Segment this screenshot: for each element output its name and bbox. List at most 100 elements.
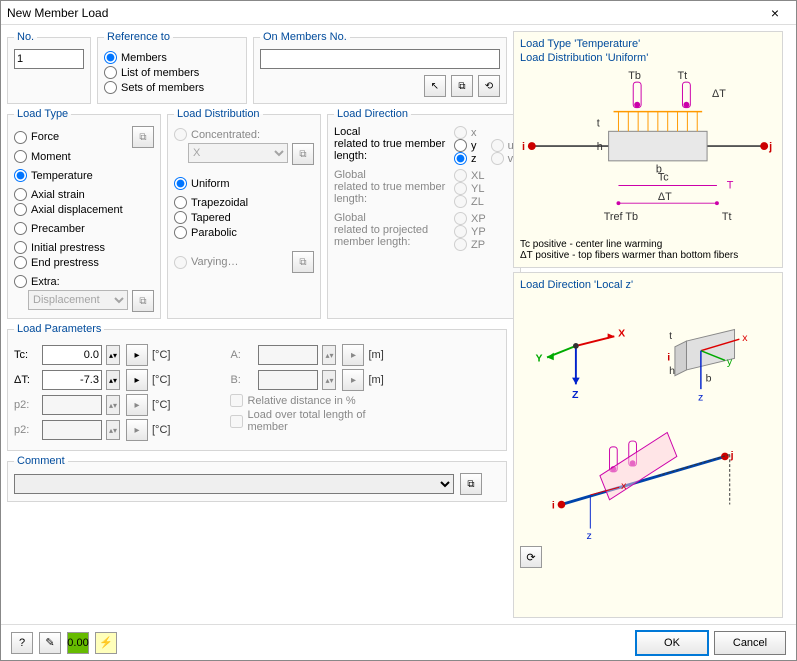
svg-text:Tref Tb: Tref Tb	[604, 211, 638, 223]
ld-uniform[interactable]	[174, 177, 187, 190]
ref-list[interactable]	[104, 66, 117, 79]
calc-icon[interactable]: ⚡	[95, 632, 117, 654]
svg-text:Tc: Tc	[658, 172, 669, 184]
p2a-lib-icon: ▸	[126, 394, 148, 416]
comment-lib-icon[interactable]: ⧉	[460, 473, 482, 495]
fieldset-reference: Reference to Members List of members Set…	[97, 31, 247, 104]
diagram-temperature: i j Tb Tt ΔT t h b Tc T ΔT Tref Tb	[520, 66, 776, 236]
a-input	[258, 345, 318, 365]
legend-reference: Reference to	[104, 31, 173, 43]
p2b-spin: ▴▾	[106, 420, 120, 440]
svg-text:h: h	[669, 365, 675, 377]
extra-lib-icon: ⧉	[132, 290, 154, 312]
lt-temperature[interactable]	[14, 169, 27, 182]
lt-lib-icon: ⧉	[132, 126, 154, 148]
svg-text:h: h	[597, 141, 603, 153]
ld-trapezoidal[interactable]	[174, 196, 187, 209]
lt-init-prestress[interactable]	[14, 241, 27, 254]
ld-concentrated	[174, 128, 187, 141]
conc-lib-icon: ⧉	[292, 143, 314, 165]
footer: ? ✎ 0.00 ⚡ OK Cancel	[1, 624, 796, 660]
chk-total	[230, 415, 243, 428]
select-icon[interactable]: ⧉	[451, 75, 473, 97]
dir-u	[491, 139, 504, 152]
lt-extra[interactable]	[14, 275, 27, 288]
dir-z[interactable]	[454, 152, 467, 165]
dir-yp	[454, 225, 467, 238]
fieldset-comment: Comment ⧉	[7, 455, 507, 502]
fieldset-no: No.	[7, 31, 91, 104]
fieldset-load-type: Load Type Force⧉ Moment Temperature Axia…	[7, 108, 161, 319]
dialog: New Member Load × No. Reference to Membe…	[0, 0, 797, 661]
svg-text:i: i	[667, 351, 670, 363]
svg-text:j: j	[730, 449, 734, 461]
preview-refresh-icon[interactable]: ⟳	[520, 546, 542, 568]
comment-combo[interactable]	[14, 474, 454, 494]
dir-x	[454, 126, 467, 139]
p2a-input	[42, 395, 102, 415]
svg-text:Tt: Tt	[722, 211, 732, 223]
lt-precamber[interactable]	[14, 222, 27, 235]
close-icon[interactable]: ×	[760, 5, 790, 21]
dir-yl	[454, 182, 467, 195]
lt-moment[interactable]	[14, 150, 27, 163]
ok-button[interactable]: OK	[636, 631, 708, 655]
content: No. Reference to Members List of members…	[1, 25, 796, 624]
svg-text:t: t	[669, 330, 672, 342]
fieldset-load-dir: Load Direction Localrelated to true memb…	[327, 108, 521, 319]
tc-spin[interactable]: ▴▾	[106, 345, 120, 365]
cancel-button[interactable]: Cancel	[714, 631, 786, 655]
tc-lib-icon[interactable]: ▸	[126, 344, 148, 366]
on-members-input[interactable]	[260, 49, 500, 69]
ld-varying	[174, 256, 187, 269]
fieldset-on-members: On Members No. ↖ ⧉ ⟲	[253, 31, 507, 104]
svg-text:z: z	[586, 530, 591, 542]
legend-on-members: On Members No.	[260, 31, 350, 43]
dt-lib-icon[interactable]: ▸	[126, 369, 148, 391]
dir-zl	[454, 195, 467, 208]
preview-load-type: Load Type 'Temperature' Load Distributio…	[513, 31, 783, 268]
ld-tapered[interactable]	[174, 211, 187, 224]
dir-xp	[454, 212, 467, 225]
pick-icon[interactable]: ↖	[424, 75, 446, 97]
window-title: New Member Load	[7, 6, 108, 20]
dir-xl	[454, 169, 467, 182]
tc-input[interactable]	[42, 345, 102, 365]
units-icon[interactable]: 0.00	[67, 632, 89, 654]
lt-axial-disp[interactable]	[14, 203, 27, 216]
svg-text:b: b	[706, 372, 712, 384]
p2a-spin: ▴▾	[106, 395, 120, 415]
dt-spin[interactable]: ▴▾	[106, 370, 120, 390]
varying-lib-icon: ⧉	[292, 251, 314, 273]
svg-text:x: x	[742, 332, 748, 344]
help-icon[interactable]: ?	[11, 632, 33, 654]
ld-parabolic[interactable]	[174, 226, 187, 239]
dir-y[interactable]	[454, 139, 467, 152]
note-icon[interactable]: ✎	[39, 632, 61, 654]
ref-members[interactable]	[104, 51, 117, 64]
svg-text:ΔT: ΔT	[658, 191, 672, 203]
b-lib-icon: ▸	[342, 369, 364, 391]
preview-load-direction: Load Direction 'Local z' X Y Z x y	[513, 272, 783, 618]
svg-text:Tb: Tb	[628, 70, 641, 82]
diagram-direction: X Y Z x y z i thb	[520, 293, 776, 543]
no-input[interactable]	[14, 49, 84, 69]
svg-text:y: y	[727, 356, 733, 368]
lt-axial-strain[interactable]	[14, 188, 27, 201]
a-lib-icon: ▸	[342, 344, 364, 366]
svg-text:i: i	[522, 141, 525, 153]
svg-text:X: X	[618, 327, 625, 339]
dt-input[interactable]	[42, 370, 102, 390]
svg-text:ΔT: ΔT	[712, 88, 726, 100]
legend-no: No.	[14, 31, 37, 43]
ref-sets[interactable]	[104, 81, 117, 94]
undo-icon[interactable]: ⟲	[478, 75, 500, 97]
fieldset-load-params: Load Parameters Tc:▴▾▸[°C] ΔT:▴▾▸[°C] p2…	[7, 323, 507, 451]
svg-text:Y: Y	[536, 352, 543, 364]
lt-force[interactable]	[14, 131, 27, 144]
svg-text:x: x	[621, 480, 627, 492]
lt-end-prestress[interactable]	[14, 256, 27, 269]
p2b-lib-icon: ▸	[126, 419, 148, 441]
a-spin: ▴▾	[322, 345, 336, 365]
b-input	[258, 370, 318, 390]
